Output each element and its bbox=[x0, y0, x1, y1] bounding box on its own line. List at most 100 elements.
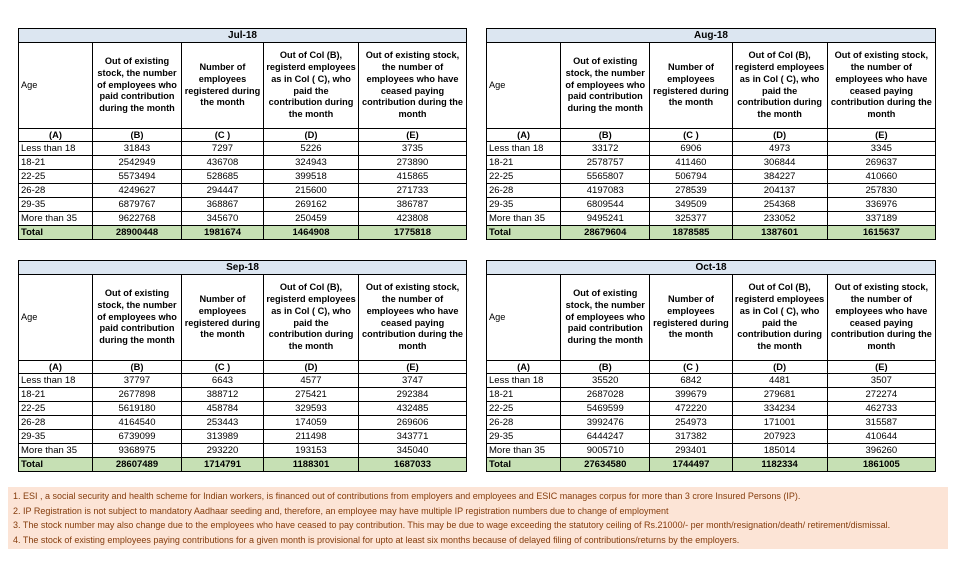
value-cell: 275421 bbox=[263, 387, 359, 402]
value-cell: 5573494 bbox=[92, 169, 182, 184]
value-cell: 345670 bbox=[181, 211, 264, 226]
col-letter: (A) bbox=[18, 360, 93, 374]
total-row: Total 28607489 1714791 1188301 1687033 bbox=[18, 457, 468, 472]
age-cell: 29-35 bbox=[485, 197, 562, 212]
value-cell: 315587 bbox=[826, 415, 937, 430]
col-letter: (E) bbox=[826, 360, 937, 374]
col-header-d: Out of Col (B), registerd employees as i… bbox=[263, 274, 359, 361]
table-row: 22-25 5619180 458784 329593 432485 bbox=[18, 401, 468, 416]
month-title: Sep-18 bbox=[17, 260, 468, 275]
col-header-age: Age bbox=[485, 274, 562, 361]
col-header-c: Number of employees registered during th… bbox=[649, 274, 733, 361]
value-cell: 5469599 bbox=[560, 401, 651, 416]
value-cell: 4577 bbox=[263, 373, 359, 388]
col-letter: (B) bbox=[92, 360, 182, 374]
table-row: 29-35 6739099 313989 211498 343771 bbox=[18, 429, 468, 444]
col-letter: (C ) bbox=[649, 360, 733, 374]
value-cell: 278539 bbox=[649, 183, 733, 198]
table-oct-18: Oct-18 Age Out of existing stock, the numb… bbox=[485, 260, 937, 472]
table-jul-18: Jul-18 Age Out of existing stock, the numb… bbox=[18, 28, 467, 240]
value-cell: 211498 bbox=[263, 429, 359, 444]
total-value-cell: 1387601 bbox=[731, 225, 828, 240]
col-header-b: Out of existing stock, the number of emp… bbox=[560, 274, 651, 361]
value-cell: 325377 bbox=[649, 211, 733, 226]
value-cell: 253443 bbox=[181, 415, 264, 430]
value-cell: 6739099 bbox=[92, 429, 182, 444]
col-header-e: Out of existing stock, the number of emp… bbox=[826, 274, 937, 361]
total-label: Total bbox=[485, 225, 562, 240]
value-cell: 345040 bbox=[357, 443, 468, 458]
col-letter: (E) bbox=[357, 360, 468, 374]
age-cell: 18-21 bbox=[485, 155, 562, 170]
total-value-cell: 1182334 bbox=[731, 457, 828, 472]
col-letter: (A) bbox=[485, 360, 562, 374]
value-cell: 313989 bbox=[181, 429, 264, 444]
total-value-cell: 1714791 bbox=[181, 457, 264, 472]
col-header-b: Out of existing stock, the number of emp… bbox=[92, 42, 182, 129]
value-cell: 269162 bbox=[263, 197, 359, 212]
table-row: Less than 18 37797 6643 4577 3747 bbox=[18, 373, 468, 388]
total-label: Total bbox=[18, 457, 93, 472]
total-value-cell: 28607489 bbox=[92, 457, 182, 472]
value-cell: 410660 bbox=[826, 169, 937, 184]
total-value-cell: 27634580 bbox=[560, 457, 651, 472]
table-row: Less than 18 35520 6842 4481 3507 bbox=[485, 373, 937, 388]
table-row: 26-28 4164540 253443 174059 269606 bbox=[18, 415, 468, 430]
value-cell: 2578757 bbox=[560, 155, 651, 170]
col-header-d: Out of Col (B), registerd employees as i… bbox=[263, 42, 359, 129]
value-cell: 528685 bbox=[181, 169, 264, 184]
value-cell: 2687028 bbox=[560, 387, 651, 402]
age-cell: More than 35 bbox=[485, 211, 562, 226]
total-value-cell: 1188301 bbox=[263, 457, 359, 472]
table-row: 18-21 2578757 411460 306844 269637 bbox=[485, 155, 937, 170]
col-header-e: Out of existing stock, the number of emp… bbox=[826, 42, 937, 129]
value-cell: 306844 bbox=[731, 155, 828, 170]
value-cell: 272274 bbox=[826, 387, 937, 402]
age-cell: 26-28 bbox=[18, 415, 93, 430]
value-cell: 399518 bbox=[263, 169, 359, 184]
table-row: Less than 18 31843 7297 5226 3735 bbox=[18, 141, 467, 156]
value-cell: 254368 bbox=[731, 197, 828, 212]
total-label: Total bbox=[18, 225, 93, 240]
footnote-line: 1. ESI , a social security and health sc… bbox=[13, 491, 801, 501]
value-cell: 5619180 bbox=[92, 401, 182, 416]
value-cell: 3507 bbox=[826, 373, 937, 388]
value-cell: 4197083 bbox=[560, 183, 651, 198]
value-cell: 396260 bbox=[826, 443, 937, 458]
age-cell: 22-25 bbox=[485, 401, 562, 416]
total-value-cell: 1615637 bbox=[826, 225, 937, 240]
col-letter: (E) bbox=[358, 128, 467, 142]
value-cell: 193153 bbox=[263, 443, 359, 458]
age-cell: Less than 18 bbox=[18, 141, 93, 156]
value-cell: 384227 bbox=[731, 169, 828, 184]
value-cell: 174059 bbox=[263, 415, 359, 430]
age-cell: 18-21 bbox=[18, 155, 93, 170]
value-cell: 336976 bbox=[826, 197, 937, 212]
value-cell: 317382 bbox=[649, 429, 733, 444]
age-cell: More than 35 bbox=[18, 443, 93, 458]
value-cell: 4164540 bbox=[92, 415, 182, 430]
col-letter: (B) bbox=[560, 360, 651, 374]
value-cell: 4973 bbox=[731, 141, 828, 156]
col-header-c: Number of employees registered during th… bbox=[649, 42, 733, 129]
value-cell: 204137 bbox=[731, 183, 828, 198]
col-letter: (C ) bbox=[649, 128, 733, 142]
value-cell: 6879767 bbox=[92, 197, 182, 212]
table-aug-18: Aug-18 Age Out of existing stock, the numb… bbox=[485, 28, 937, 240]
footnotes: 1. ESI , a social security and health sc… bbox=[8, 487, 948, 549]
col-header-c: Number of employees registered during th… bbox=[181, 42, 264, 129]
total-label: Total bbox=[485, 457, 562, 472]
value-cell: 6809544 bbox=[560, 197, 651, 212]
value-cell: 368867 bbox=[181, 197, 264, 212]
col-letter: (D) bbox=[263, 128, 359, 142]
value-cell: 293220 bbox=[181, 443, 264, 458]
table-row: 18-21 2677898 388712 275421 292384 bbox=[18, 387, 468, 402]
value-cell: 9005710 bbox=[560, 443, 651, 458]
month-title: Jul-18 bbox=[18, 28, 467, 43]
table-row: 22-25 5469599 472220 334234 462733 bbox=[485, 401, 937, 416]
col-header-c: Number of employees registered during th… bbox=[181, 274, 264, 361]
table-row: More than 35 9368975 293220 193153 345040 bbox=[18, 443, 468, 458]
value-cell: 399679 bbox=[649, 387, 733, 402]
value-cell: 5226 bbox=[263, 141, 359, 156]
value-cell: 3345 bbox=[826, 141, 937, 156]
